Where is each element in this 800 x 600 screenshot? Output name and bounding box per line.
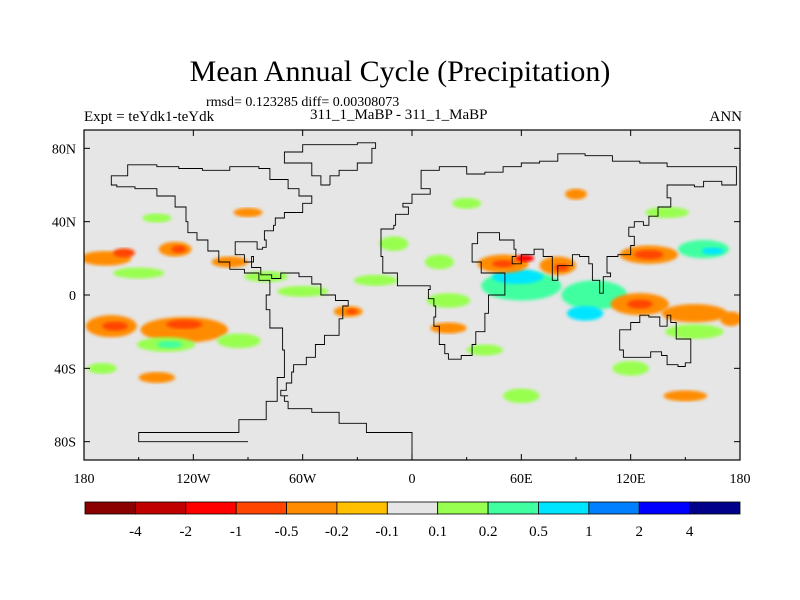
y-tick-label: 40S [54, 362, 76, 377]
anomaly-patch [503, 388, 540, 404]
coastline-americas [110, 164, 413, 460]
experiment-label: Expt = teYdk1-teYdk [84, 109, 215, 125]
anomaly-patch [665, 324, 724, 339]
y-tick-label: 80S [54, 436, 76, 451]
x-tick-label: 120E [616, 472, 646, 487]
x-tick-label: 0 [409, 472, 416, 487]
anomaly-patch [166, 319, 203, 329]
anomaly-patch [466, 344, 504, 356]
anomaly-patch [554, 263, 569, 272]
anomaly-patch [424, 254, 454, 270]
colorbar-swatch [336, 501, 388, 515]
anomaly-patch [426, 293, 471, 308]
anomaly-patch [492, 260, 515, 268]
colorbar-swatch [235, 501, 287, 515]
x-tick-label: 120W [176, 472, 211, 487]
colorbar-swatch [689, 501, 741, 515]
anomaly-patch [346, 308, 358, 315]
anomaly-patch [561, 280, 628, 310]
anomaly-patch [663, 390, 708, 402]
anomaly-patch [565, 188, 587, 200]
anomaly-patch [661, 304, 728, 323]
colorbar-label: -4 [129, 524, 142, 540]
anomaly-patch [102, 321, 128, 331]
colorbar-swatch [487, 501, 539, 515]
colorbar-swatch [134, 501, 187, 515]
anomaly-patch [171, 245, 187, 253]
colorbar-label: -1 [230, 524, 243, 540]
anomaly-patch [277, 285, 329, 297]
colorbar-swatch [185, 501, 237, 515]
y-tick-label: 0 [69, 289, 76, 304]
colorbar-label: 2 [635, 524, 643, 540]
anomaly-patch [634, 250, 664, 260]
x-tick-label: 60E [510, 472, 533, 487]
y-tick-label: 40N [52, 216, 76, 231]
cases-label: 311_1_MaBP - 311_1_MaBP [310, 107, 488, 123]
anomaly-patch [566, 306, 604, 321]
colorbar-swatch [286, 501, 338, 515]
anomaly-patch [701, 247, 724, 255]
anomaly-patch [140, 317, 228, 343]
anomaly-patch [244, 271, 289, 283]
coastline-australia [619, 314, 692, 367]
stats-line: rmsd= 0.123285 diff= 0.00308073 [206, 95, 400, 110]
season-label: ANN [709, 109, 743, 125]
anomaly-patch [142, 213, 172, 223]
anomaly-patch [113, 248, 136, 258]
colorbar-swatch [386, 501, 439, 515]
coastline-greenland [283, 142, 377, 186]
anomaly-field [84, 188, 740, 404]
colorbar-swatch [538, 501, 590, 515]
anomaly-patch [379, 236, 409, 252]
anomaly-patch [217, 333, 261, 349]
anomaly-patch [138, 372, 176, 383]
anomaly-patch [645, 207, 689, 218]
chart-title: Mean Annual Cycle (Precipitation) [189, 55, 611, 88]
anomaly-patch [156, 340, 183, 349]
axis-ticks: 180 120W 60W 0 60E 120E 180 80N 40N 0 40S 80S [52, 130, 751, 487]
anomaly-patch [233, 207, 263, 218]
coastline-eurasia-africa [380, 153, 737, 360]
colorbar-label: 4 [686, 524, 694, 540]
anomaly-patch [719, 311, 740, 327]
x-tick-label: 180 [74, 472, 95, 487]
colorbar-label: 0.5 [529, 524, 548, 540]
colorbar-label: -0.5 [275, 524, 299, 540]
colorbar-swatch [84, 501, 136, 515]
anomaly-patch [452, 197, 482, 209]
colorbar-label: 0.1 [428, 524, 447, 540]
coastline-layer [110, 142, 737, 460]
colorbar-label: -0.2 [325, 524, 349, 540]
colorbar-label: 0.2 [479, 524, 498, 540]
anomaly-patch [353, 274, 398, 286]
colorbar-swatch [638, 501, 691, 515]
colorbar: -4 -2 -1 -0.5 -0.2 -0.1 0.1 0.2 0.5 1 2 4 [84, 501, 741, 540]
anomaly-patch [627, 299, 653, 309]
anomaly-patch [515, 254, 535, 262]
anomaly-patch [87, 362, 117, 374]
colorbar-swatch [437, 501, 489, 515]
colorbar-swatch [588, 501, 640, 515]
colorbar-label: 1 [585, 524, 593, 540]
colorbar-label: -0.1 [375, 524, 399, 540]
anomaly-patch [113, 267, 165, 279]
x-tick-label: 60W [289, 472, 317, 487]
y-tick-label: 80N [52, 142, 76, 157]
x-tick-label: 180 [730, 472, 751, 487]
anomaly-patch [612, 361, 649, 376]
anomaly-patch [430, 322, 467, 334]
colorbar-label: -2 [180, 524, 193, 540]
